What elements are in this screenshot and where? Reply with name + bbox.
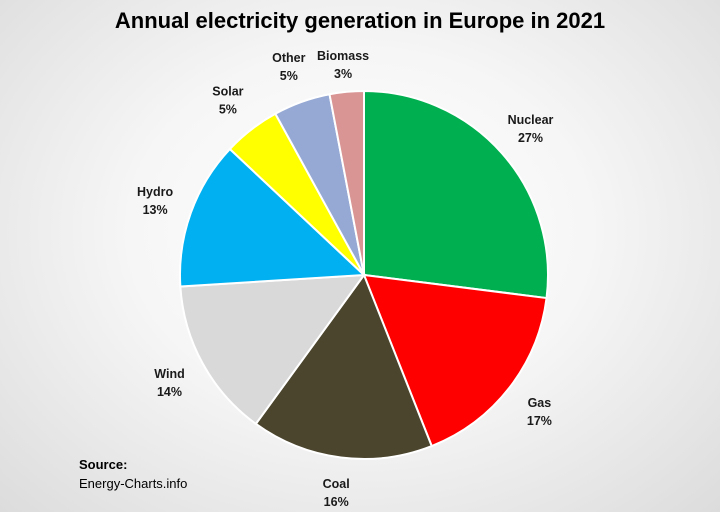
pie-slice-hydro <box>178 147 367 288</box>
slice-name: Nuclear <box>508 113 554 127</box>
slice-label-hydro: Hydro 13% <box>137 185 173 217</box>
slice-percent: 5% <box>280 69 298 83</box>
slice-name: Other <box>272 51 305 65</box>
slice-label-gas: Gas 17% <box>527 396 552 428</box>
slice-percent: 13% <box>143 203 168 217</box>
slice-percent: 14% <box>157 385 182 399</box>
slice-name: Coal <box>323 477 350 491</box>
pie-slice-wind <box>179 273 367 426</box>
pie-slice-nuclear <box>363 89 549 300</box>
slice-percent: 16% <box>324 495 349 509</box>
slice-name: Wind <box>154 367 184 381</box>
slice-percent: 17% <box>527 414 552 428</box>
source-note: Source: Energy-Charts.info <box>79 455 187 493</box>
slice-percent: 3% <box>334 67 352 81</box>
slice-label-solar: Solar 5% <box>212 85 243 117</box>
pie-slice-coal <box>254 272 434 460</box>
source-label: Source: <box>79 457 128 472</box>
slice-name: Hydro <box>137 185 173 199</box>
slice-label-other: Other 5% <box>272 51 305 83</box>
pie-slice-biomass <box>328 89 365 276</box>
slice-label-nuclear: Nuclear 27% <box>508 113 554 145</box>
source-text: Energy-Charts.info <box>79 476 188 491</box>
slice-name: Gas <box>528 396 552 410</box>
pie-slice-gas <box>362 273 548 448</box>
slice-label-wind: Wind 14% <box>154 367 184 399</box>
slice-label-coal: Coal 16% <box>323 477 350 509</box>
slice-percent: 27% <box>518 131 543 145</box>
slice-percent: 5% <box>219 103 237 117</box>
slice-name: Solar <box>212 85 243 99</box>
chart-title: Annual electricity generation in Europe … <box>114 8 606 33</box>
slice-label-biomass: Biomass 3% <box>317 49 369 81</box>
slice-name: Biomass <box>317 49 369 63</box>
